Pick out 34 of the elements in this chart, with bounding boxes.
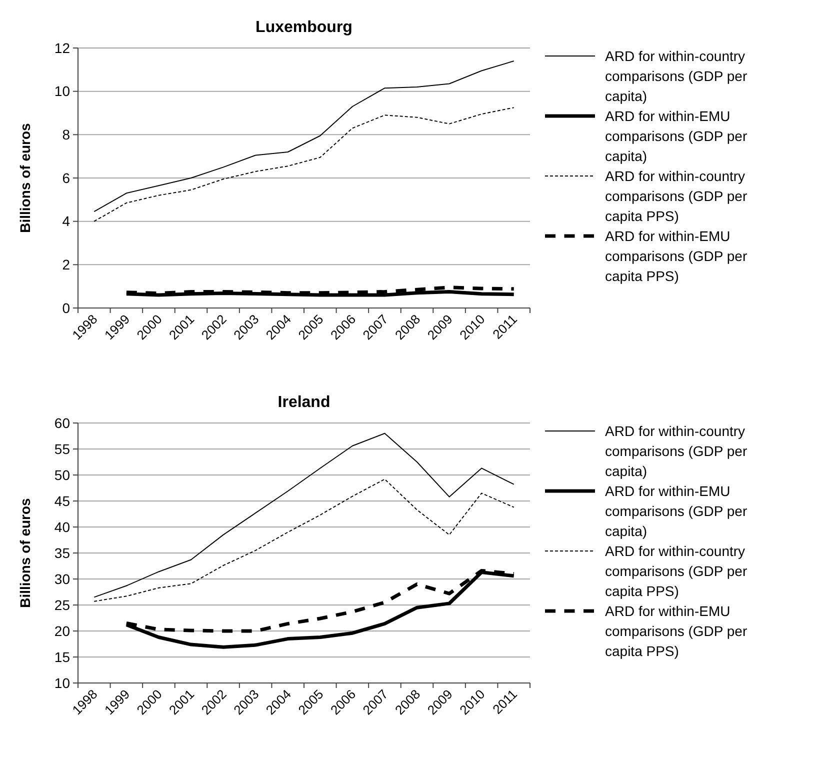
y-tick-label: 20 <box>54 622 70 639</box>
y-tick-label: 8 <box>62 126 70 143</box>
y-tick-label: 30 <box>54 570 70 587</box>
y-tick-label: 55 <box>54 440 70 457</box>
y-tick-label: 12 <box>54 40 70 56</box>
y-axis-title: Billions of euros <box>17 122 33 233</box>
legend-label: ARD for within-EMU comparisons (GDP per capita) <box>605 482 748 539</box>
legend-label: ARD for within-EMU comparisons (GDP per capita) <box>605 108 748 164</box>
y-tick-label: 35 <box>54 544 70 561</box>
legend-label: ARD for within-EMU comparisons (GDP per capita PPS) <box>605 228 748 284</box>
legend-label: ARD for within-country comparisons (GDP per capita) <box>605 422 748 479</box>
y-tick-label: 15 <box>54 648 70 665</box>
line-series <box>94 432 514 598</box>
y-tick-label: 6 <box>62 170 70 186</box>
line-series <box>94 60 514 212</box>
line-series <box>94 478 514 602</box>
legend-label: ARD for within-EMU comparisons (GDP per capita PPS) <box>605 602 748 659</box>
y-tick-label: 10 <box>54 83 70 100</box>
y-tick-label: 25 <box>54 596 70 613</box>
y-tick-label: 4 <box>62 213 70 230</box>
chart-title: Luxembourg <box>256 19 352 36</box>
legend-label: ARD for within-country comparisons (GDP per capita PPS) <box>605 168 748 224</box>
y-tick-label: 0 <box>62 300 70 316</box>
legend-label: ARD for within-country comparisons (GDP per capita) <box>605 48 748 104</box>
y-tick-label: 45 <box>54 492 70 509</box>
y-tick-label: 50 <box>54 466 70 483</box>
legend-label: ARD for within-country comparisons (GDP per capita PPS) <box>605 542 748 599</box>
line-series <box>94 107 514 222</box>
y-tick-label: 10 <box>54 674 70 691</box>
y-tick-label: 40 <box>54 518 70 535</box>
y-axis-title: Billions of euros <box>17 498 33 608</box>
y-tick-label: 60 <box>54 414 70 431</box>
chart-title: Ireland <box>278 394 330 411</box>
y-tick-label: 2 <box>62 256 70 273</box>
